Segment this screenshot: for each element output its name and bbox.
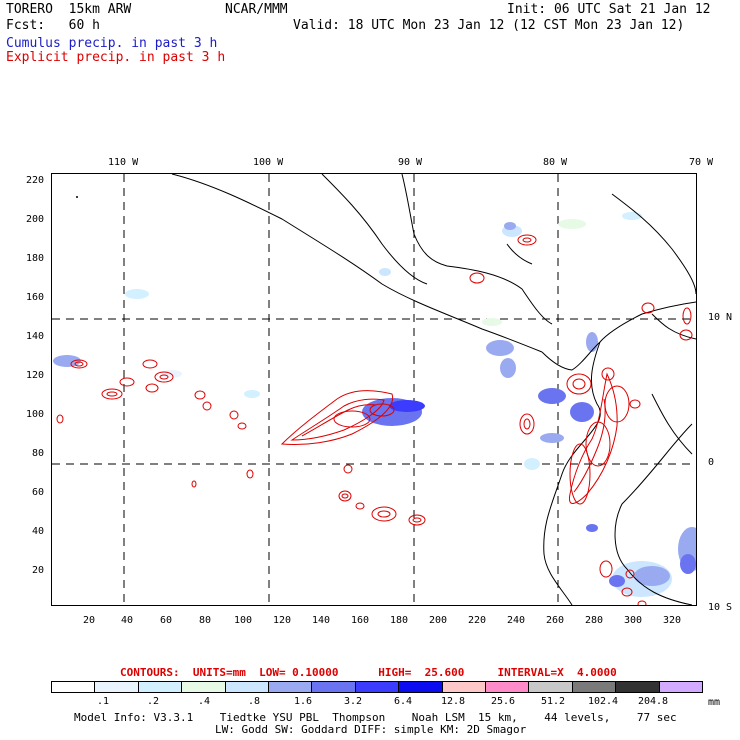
model-info-line2: LW: Godd SW: Goddard DIFF: simple KM: 2D…	[215, 723, 527, 736]
lon-label-100w: 100 W	[253, 157, 284, 168]
y-tick-200: 200	[26, 214, 45, 225]
lon-label-80w: 80 W	[543, 157, 568, 168]
x-tick-260: 260	[546, 615, 565, 626]
x-tick-160: 160	[351, 615, 370, 626]
legend-label: 6.4	[393, 696, 413, 707]
x-tick-180: 180	[390, 615, 409, 626]
legend-swatch	[616, 682, 660, 692]
x-tick-220: 220	[468, 615, 487, 626]
legend-swatch	[52, 682, 96, 692]
legend-swatch	[442, 682, 487, 692]
lat-label-10s: 10 S	[708, 602, 733, 613]
legend-swatch	[659, 682, 703, 692]
legend-label: 3.2	[343, 696, 363, 707]
legend-swatch	[399, 682, 443, 692]
y-tick-20: 20	[32, 565, 45, 576]
legend-label: 102.4	[587, 696, 619, 707]
y-tick-60: 60	[32, 487, 45, 498]
legend-swatch	[182, 682, 226, 692]
lon-label-70w: 70 W	[689, 157, 714, 168]
legend-label: .4	[197, 696, 211, 707]
y-tick-80: 80	[32, 448, 45, 459]
x-tick-200: 200	[429, 615, 448, 626]
legend-swatch	[95, 682, 139, 692]
legend-unit: mm	[708, 697, 721, 708]
model-info-line1: Model Info: V3.3.1 Tiedtke YSU PBL Thomp…	[74, 711, 677, 724]
legend-swatch	[529, 682, 573, 692]
y-tick-160: 160	[26, 292, 45, 303]
contours-info: CONTOURS: UNITS=mm LOW= 0.10000 HIGH= 25…	[120, 666, 617, 679]
y-tick-120: 120	[26, 370, 45, 381]
legend-swatch	[312, 682, 356, 692]
legend-label: .1	[96, 696, 110, 707]
legend-label: .8	[247, 696, 261, 707]
legend-label: 25.6	[490, 696, 516, 707]
lat-label-10n: 10 N	[708, 312, 733, 323]
x-tick-320: 320	[663, 615, 682, 626]
legend-swatch	[355, 682, 400, 692]
legend-label: .2	[146, 696, 160, 707]
x-tick-280: 280	[585, 615, 604, 626]
x-tick-100: 100	[234, 615, 253, 626]
x-tick-20: 20	[83, 615, 96, 626]
org-label: NCAR/MMM	[225, 2, 288, 17]
legend-swatch	[138, 682, 183, 692]
map-canvas	[52, 174, 696, 605]
coastlines	[171, 174, 696, 605]
cumulus-precip-label: Cumulus precip. in past 3 h	[6, 36, 218, 51]
forecast-hour: Fcst: 60 h	[6, 18, 100, 33]
legend-swatch	[269, 682, 313, 692]
legend-label: 204.8	[637, 696, 669, 707]
legend-swatch	[486, 682, 530, 692]
y-tick-180: 180	[26, 253, 45, 264]
lon-label-90w: 90 W	[398, 157, 423, 168]
y-tick-40: 40	[32, 526, 45, 537]
y-tick-100: 100	[26, 409, 45, 420]
y-tick-140: 140	[26, 331, 45, 342]
precip-map	[51, 173, 697, 606]
legend-label: 1.6	[293, 696, 313, 707]
x-tick-300: 300	[624, 615, 643, 626]
legend-swatch	[572, 682, 617, 692]
lat-label-equator: 0	[708, 457, 715, 468]
legend-label: 12.8	[440, 696, 466, 707]
valid-time: Valid: 18 UTC Mon 23 Jan 12 (12 CST Mon …	[293, 18, 685, 33]
precip-color-legend	[51, 681, 703, 693]
x-tick-40: 40	[121, 615, 134, 626]
model-title: TORERO 15km ARW	[6, 2, 132, 17]
x-tick-60: 60	[160, 615, 173, 626]
x-tick-120: 120	[273, 615, 292, 626]
lat-lon-grid	[52, 174, 696, 605]
legend-swatch	[225, 682, 270, 692]
init-time: Init: 06 UTC Sat 21 Jan 12	[507, 2, 711, 17]
y-tick-220: 220	[26, 175, 45, 186]
explicit-precip-contours	[56, 234, 693, 605]
legend-label: 51.2	[540, 696, 566, 707]
x-tick-80: 80	[199, 615, 212, 626]
lon-label-110w: 110 W	[108, 157, 139, 168]
explicit-precip-label: Explicit precip. in past 3 h	[6, 50, 226, 65]
x-tick-240: 240	[507, 615, 526, 626]
x-tick-140: 140	[312, 615, 331, 626]
